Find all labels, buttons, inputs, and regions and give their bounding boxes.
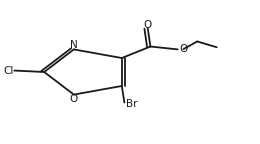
Text: Br: Br [126, 99, 138, 109]
Text: Cl: Cl [3, 66, 14, 76]
Text: O: O [144, 20, 152, 30]
Text: O: O [70, 94, 78, 104]
Text: O: O [179, 44, 187, 54]
Text: N: N [70, 40, 78, 50]
